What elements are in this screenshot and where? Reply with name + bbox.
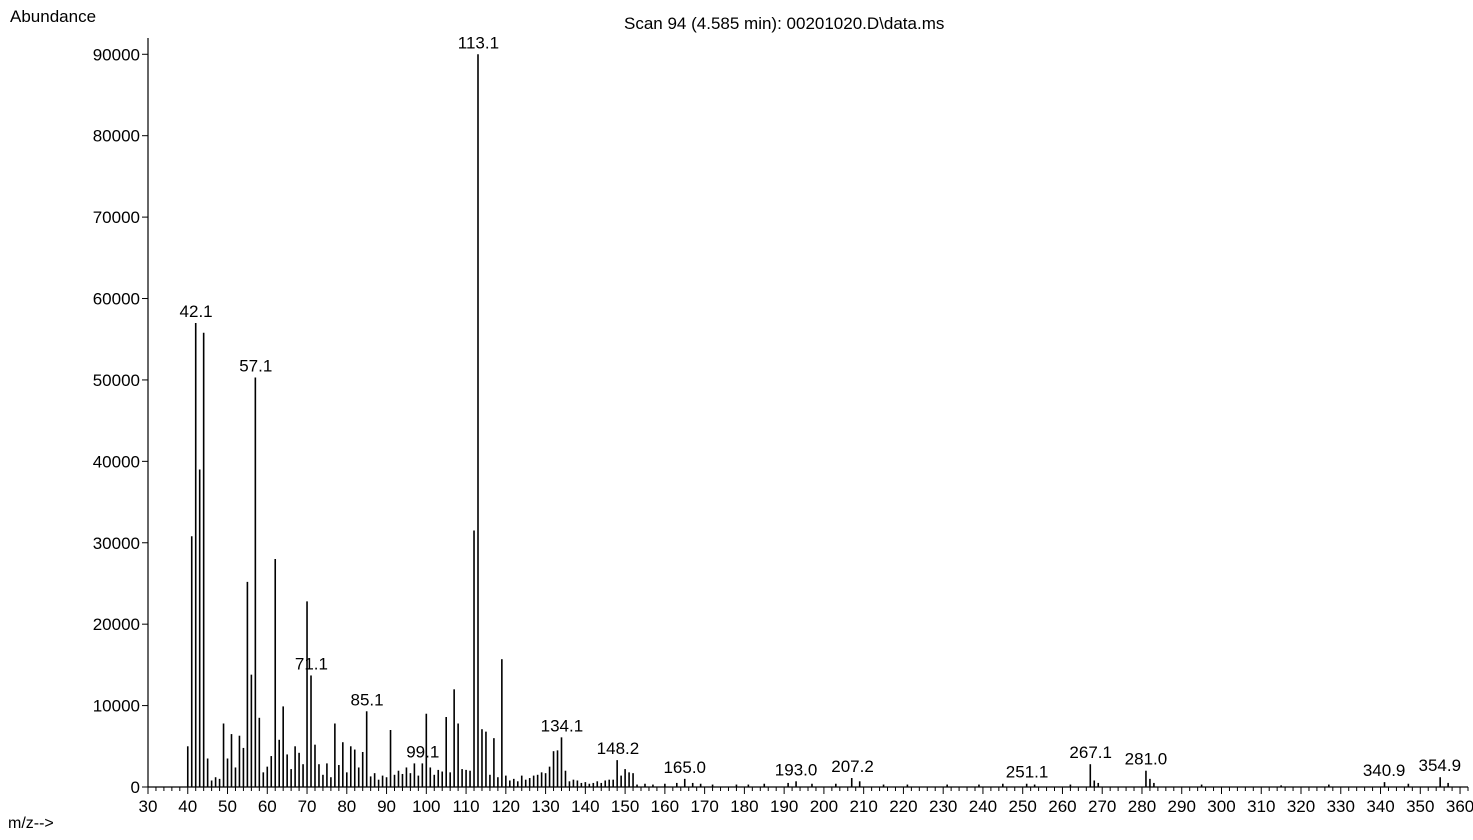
- y-tick-label: 30000: [93, 534, 140, 553]
- peak-label: 354.9: [1418, 756, 1461, 775]
- x-tick-label: 330: [1327, 797, 1355, 816]
- y-tick-label: 90000: [93, 45, 140, 64]
- x-tick-label: 70: [298, 797, 317, 816]
- x-tick-label: 310: [1247, 797, 1275, 816]
- y-axis-ticks: 0 10000 20000 30000 40000 50000 60000 70000 8000…: [93, 45, 148, 797]
- peak-label: 251.1: [1006, 763, 1049, 782]
- x-tick-label: 220: [889, 797, 917, 816]
- peaks-layer: [186, 54, 1449, 787]
- peak-labels-layer: 42.1 57.1 71.1 85.1 99.1 113.1 134.1 148.2 165.0…: [180, 33, 1461, 781]
- x-tick-label: 40: [178, 797, 197, 816]
- y-tick-label: 70000: [93, 208, 140, 227]
- peak-label: 57.1: [239, 356, 272, 375]
- x-tick-label: 230: [929, 797, 957, 816]
- chart-title: Scan 94 (4.585 min): 00201020.D\data.ms: [624, 14, 945, 33]
- peak-label: 85.1: [351, 690, 384, 709]
- peak-label: 42.1: [180, 302, 213, 321]
- x-tick-label: 120: [492, 797, 520, 816]
- peak-label: 193.0: [775, 760, 818, 779]
- y-axis-label: Abundance: [10, 7, 97, 26]
- x-tick-label: 240: [969, 797, 997, 816]
- x-tick-label: 110: [453, 797, 480, 816]
- x-tick-label: 80: [337, 797, 356, 816]
- x-tick-label: 150: [611, 797, 639, 816]
- y-tick-label: 0: [131, 778, 140, 797]
- x-tick-label: 360: [1446, 797, 1473, 816]
- peak-label: 267.1: [1069, 743, 1112, 762]
- y-tick-label: 80000: [93, 127, 140, 146]
- x-tick-label: 130: [531, 797, 559, 816]
- y-tick-label: 20000: [93, 615, 140, 634]
- x-tick-label: 270: [1088, 797, 1116, 816]
- x-axis-label: m/z-->: [8, 815, 54, 832]
- y-tick-label: 40000: [93, 452, 140, 471]
- x-tick-label: 160: [651, 797, 679, 816]
- x-tick-label: 170: [690, 797, 718, 816]
- x-tick-label: 340: [1366, 797, 1394, 816]
- y-tick-label: 10000: [93, 697, 140, 716]
- y-tick-label: 50000: [93, 371, 140, 390]
- x-tick-label: 100: [412, 797, 440, 816]
- x-tick-label: 140: [571, 797, 599, 816]
- peak-label: 207.2: [831, 757, 874, 776]
- x-tick-label: 210: [849, 797, 877, 816]
- x-tick-label: 250: [1009, 797, 1037, 816]
- x-tick-label: 200: [810, 797, 838, 816]
- peak-label: 165.0: [663, 758, 706, 777]
- x-tick-label: 260: [1048, 797, 1076, 816]
- x-tick-label: 60: [258, 797, 277, 816]
- x-tick-label: 180: [730, 797, 758, 816]
- x-tick-label: 320: [1287, 797, 1315, 816]
- x-tick-label: 300: [1207, 797, 1235, 816]
- x-tick-label: 90: [377, 797, 396, 816]
- x-tick-label: 290: [1168, 797, 1196, 816]
- peak-label: 113.1: [458, 33, 499, 52]
- x-tick-label: 50: [218, 797, 237, 816]
- x-tick-label: 280: [1128, 797, 1156, 816]
- x-tick-label: 350: [1406, 797, 1434, 816]
- peak-label: 71.1: [295, 654, 328, 673]
- axes: [147, 38, 1468, 788]
- x-tick-label: 190: [770, 797, 798, 816]
- y-tick-label: 60000: [93, 290, 140, 309]
- peak-label: 99.1: [406, 742, 439, 761]
- peak-label: 134.1: [541, 716, 584, 735]
- peak-label: 281.0: [1125, 750, 1168, 769]
- peak-label: 148.2: [597, 739, 640, 758]
- peak-label: 340.9: [1363, 761, 1406, 780]
- x-tick-label: 30: [139, 797, 158, 816]
- x-axis-ticks: 30 40 50 60 70 80 90 100 110 120 130 140 150 160 170 18…: [139, 787, 1473, 816]
